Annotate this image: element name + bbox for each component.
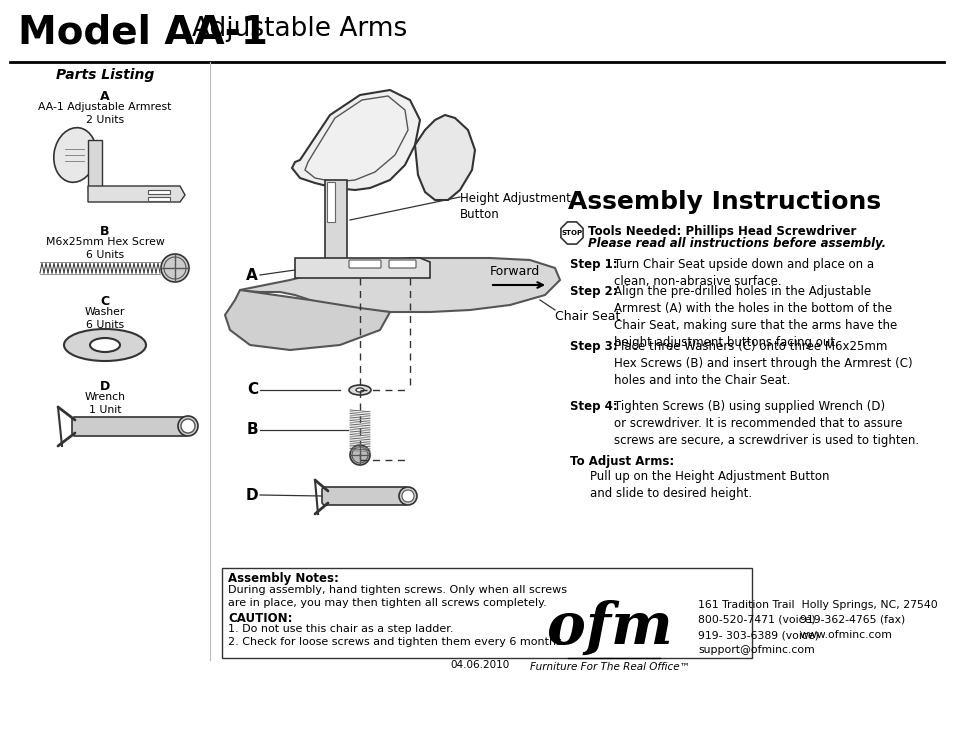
Ellipse shape <box>90 338 120 352</box>
Ellipse shape <box>161 254 189 282</box>
Bar <box>148 190 170 194</box>
Bar <box>325 180 347 265</box>
Text: Step 2:: Step 2: <box>569 285 617 298</box>
Ellipse shape <box>349 385 371 395</box>
Circle shape <box>181 419 194 433</box>
Text: To Adjust Arms:: To Adjust Arms: <box>569 455 674 468</box>
FancyBboxPatch shape <box>71 417 188 436</box>
Text: B: B <box>246 422 257 438</box>
Text: 161 Tradition Trail  Holly Springs, NC, 27540: 161 Tradition Trail Holly Springs, NC, 2… <box>698 600 937 610</box>
Text: Turn Chair Seat upside down and place on a
clean, non-abrasive surface.: Turn Chair Seat upside down and place on… <box>614 258 873 288</box>
Bar <box>327 182 335 222</box>
Text: Furniture For The Real Office™: Furniture For The Real Office™ <box>530 662 689 672</box>
Text: Parts Listing: Parts Listing <box>56 68 154 82</box>
Text: A: A <box>246 267 257 283</box>
Text: CAUTION:: CAUTION: <box>228 612 293 625</box>
Text: Assembly Instructions: Assembly Instructions <box>567 190 881 214</box>
Text: 04.06.2010: 04.06.2010 <box>450 660 509 670</box>
Circle shape <box>401 490 414 502</box>
Polygon shape <box>294 258 430 278</box>
Polygon shape <box>240 258 559 312</box>
FancyBboxPatch shape <box>389 260 416 268</box>
Ellipse shape <box>350 445 370 465</box>
Text: Assembly Notes:: Assembly Notes: <box>228 572 338 585</box>
Text: Step 3:: Step 3: <box>569 340 617 353</box>
Text: Height Adjustment
Button: Height Adjustment Button <box>459 192 570 221</box>
Text: During assembly, hand tighten screws. Only when all screws
are in place, you may: During assembly, hand tighten screws. On… <box>228 585 566 608</box>
Text: D: D <box>245 488 257 503</box>
Text: STOP: STOP <box>561 230 582 236</box>
Text: Step 1:: Step 1: <box>569 258 617 271</box>
Ellipse shape <box>53 128 96 182</box>
Text: 1. Do not use this chair as a step ladder.: 1. Do not use this chair as a step ladde… <box>228 624 453 634</box>
FancyBboxPatch shape <box>322 487 408 505</box>
Text: 800-520-7471 (voice): 800-520-7471 (voice) <box>698 615 815 625</box>
Polygon shape <box>292 90 419 190</box>
Text: 2. Check for loose screws and tighten them every 6 months.: 2. Check for loose screws and tighten th… <box>228 637 565 647</box>
Text: Place three Washers (C) onto three M6x25mm
Hex Screws (B) and insert through the: Place three Washers (C) onto three M6x25… <box>614 340 912 387</box>
FancyBboxPatch shape <box>349 260 380 268</box>
Text: ofm: ofm <box>547 600 672 657</box>
Text: support@ofminc.com: support@ofminc.com <box>698 645 814 655</box>
Text: Tools Needed: Phillips Head Screwdriver: Tools Needed: Phillips Head Screwdriver <box>587 225 856 238</box>
Text: 919-362-4765 (fax): 919-362-4765 (fax) <box>800 615 904 625</box>
Ellipse shape <box>398 487 416 505</box>
Text: Align the pre-drilled holes in the Adjustable
Armrest (A) with the holes in the : Align the pre-drilled holes in the Adjus… <box>614 285 897 349</box>
Text: Washer
6 Units: Washer 6 Units <box>85 307 125 330</box>
Polygon shape <box>225 290 390 350</box>
Text: B: B <box>100 225 110 238</box>
FancyBboxPatch shape <box>222 568 751 658</box>
Text: Wrench
1 Unit: Wrench 1 Unit <box>85 392 126 415</box>
Text: 919- 303-6389 (voice): 919- 303-6389 (voice) <box>698 630 818 640</box>
Text: D: D <box>100 380 110 393</box>
Bar <box>88 140 102 190</box>
Text: Pull up on the Height Adjustment Button
and slide to desired height.: Pull up on the Height Adjustment Button … <box>589 470 828 500</box>
Text: Forward: Forward <box>490 265 539 278</box>
Text: AA-1 Adjustable Armrest
2 Units: AA-1 Adjustable Armrest 2 Units <box>38 102 172 125</box>
Text: Step 4:: Step 4: <box>569 400 618 413</box>
Text: Please read all instructions before assembly.: Please read all instructions before asse… <box>587 237 885 250</box>
Ellipse shape <box>64 329 146 361</box>
Text: Adjustable Arms: Adjustable Arms <box>192 16 407 42</box>
Text: C: C <box>247 382 257 398</box>
Text: M6x25mm Hex Screw
6 Units: M6x25mm Hex Screw 6 Units <box>46 237 164 261</box>
Bar <box>148 197 170 201</box>
Ellipse shape <box>178 416 198 436</box>
Text: www.ofminc.com: www.ofminc.com <box>800 630 892 640</box>
Polygon shape <box>88 186 185 202</box>
Text: Model AA-1: Model AA-1 <box>18 14 268 52</box>
Ellipse shape <box>355 388 364 392</box>
Text: A: A <box>100 90 110 103</box>
Text: Chair Seat: Chair Seat <box>555 310 619 323</box>
Text: Tighten Screws (B) using supplied Wrench (D)
or screwdriver. It is recommended t: Tighten Screws (B) using supplied Wrench… <box>614 400 918 447</box>
Text: C: C <box>100 295 110 308</box>
Polygon shape <box>415 115 475 200</box>
